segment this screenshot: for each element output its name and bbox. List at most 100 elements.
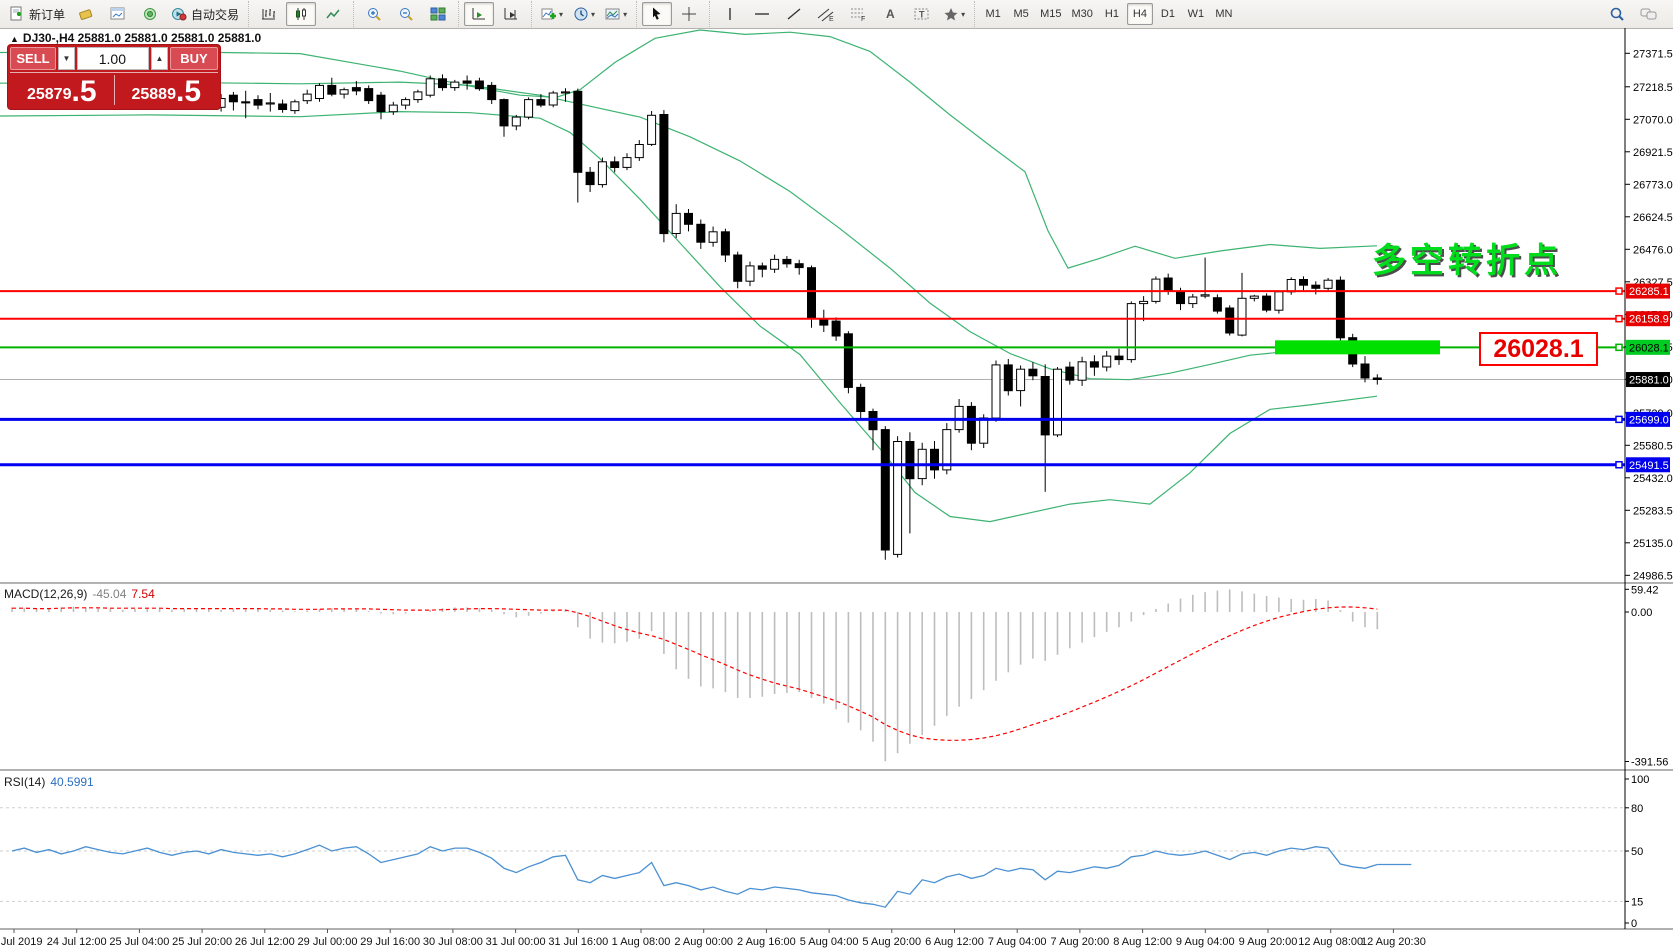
crosshair-icon bbox=[682, 7, 697, 21]
time-axis-label: 25 Jul 20:00 bbox=[172, 936, 232, 948]
new-order-icon bbox=[10, 6, 22, 21]
timeframe-mn-button[interactable]: MN bbox=[1211, 3, 1237, 25]
eraser-button[interactable] bbox=[71, 2, 101, 26]
candle bbox=[376, 94, 386, 113]
cursor-button[interactable] bbox=[642, 2, 673, 26]
rsi-axis-label: 50 bbox=[1631, 846, 1643, 858]
text-button[interactable]: A bbox=[875, 2, 905, 26]
macd-axis-label: 0.00 bbox=[1631, 607, 1652, 619]
trendline-button[interactable] bbox=[779, 2, 809, 26]
collapse-panel-icon[interactable]: ▲ bbox=[10, 34, 19, 44]
hline-marker[interactable] bbox=[1615, 461, 1623, 469]
buy-price[interactable]: 25889.5 bbox=[131, 75, 202, 108]
chevron-down-icon: ▾ bbox=[623, 9, 628, 19]
new-order-label: 新订单 bbox=[29, 7, 66, 22]
templates-button[interactable]: ▾ bbox=[601, 2, 631, 26]
timeframe-w1-button[interactable]: W1 bbox=[1183, 3, 1209, 25]
timeframe-h1-button[interactable]: H1 bbox=[1099, 3, 1125, 25]
volume-input[interactable]: 1.00 bbox=[77, 47, 149, 70]
timeframe-m1-button[interactable]: M1 bbox=[980, 3, 1006, 25]
timeframe-h4-button[interactable]: H4 bbox=[1126, 3, 1153, 25]
hline-marker[interactable] bbox=[1615, 314, 1623, 323]
price-axis-label: 24986.5 bbox=[1633, 570, 1673, 582]
autotrading-label: 自动交易 bbox=[191, 7, 240, 22]
text-label-button[interactable]: T bbox=[907, 2, 937, 26]
new-order-button[interactable]: 新订单 bbox=[5, 2, 69, 26]
candle bbox=[1126, 303, 1136, 361]
templates-icon bbox=[605, 8, 620, 20]
chart-area[interactable]: 59.42 0.00 -391.56 100 80 50 15 0 27371.5 27218.5… bbox=[0, 28, 1673, 950]
candle bbox=[265, 102, 275, 105]
macd-indicator-label: MACD(12,26,9) -45.04 7.54 bbox=[4, 587, 155, 601]
candle bbox=[1225, 307, 1235, 334]
toolbar: 新订单 bbox=[0, 0, 1673, 29]
chevron-down-icon: ▾ bbox=[591, 9, 596, 19]
chat-button[interactable] bbox=[1634, 2, 1664, 26]
tile-windows-button[interactable] bbox=[423, 2, 453, 26]
zoom-out-button[interactable] bbox=[391, 2, 421, 26]
chart-shift-button[interactable] bbox=[496, 2, 526, 26]
turning-point-annotation[interactable]: 多空转折点 bbox=[1372, 242, 1562, 280]
timeframe-m15-button[interactable]: M15 bbox=[1036, 3, 1065, 25]
candle bbox=[745, 265, 755, 282]
crosshair-button[interactable] bbox=[674, 2, 704, 26]
sound-alert-button[interactable] bbox=[135, 2, 165, 26]
periods-icon bbox=[574, 7, 588, 21]
hline-marker[interactable] bbox=[1615, 343, 1623, 352]
candle bbox=[979, 417, 989, 444]
zoom-in-button[interactable] bbox=[359, 2, 389, 26]
price-axis-label: 25580.5 bbox=[1633, 440, 1673, 452]
volume-up-button[interactable]: ▲ bbox=[151, 47, 168, 70]
svg-text:F: F bbox=[861, 16, 865, 22]
indicators-button[interactable]: ▾ bbox=[537, 2, 567, 26]
candle bbox=[450, 81, 460, 89]
vertical-line-button[interactable] bbox=[715, 2, 745, 26]
time-axis-label: 6 Aug 12:00 bbox=[925, 936, 984, 948]
vertical-line-icon bbox=[729, 8, 731, 20]
time-axis-label: 9 Aug 20:00 bbox=[1239, 936, 1298, 948]
autotrading-button[interactable]: 自动交易 bbox=[167, 2, 243, 26]
candle bbox=[401, 99, 411, 106]
timeframe-m5-button[interactable]: M5 bbox=[1008, 3, 1034, 25]
highlight-bar[interactable] bbox=[1275, 340, 1440, 355]
horizontal-line-icon bbox=[755, 13, 770, 15]
candlesticks bbox=[7, 74, 1382, 560]
rsi-axis-label: 0 bbox=[1631, 918, 1637, 930]
buy-button[interactable]: BUY bbox=[170, 47, 218, 70]
horizontal-line-button[interactable] bbox=[747, 2, 777, 26]
time-axis-label: 29 Jul 00:00 bbox=[298, 936, 358, 948]
candle bbox=[1237, 297, 1247, 336]
chart-autoscroll-icon bbox=[472, 8, 486, 20]
price-callout-box[interactable]: 26028.1 bbox=[1479, 332, 1598, 366]
hline-marker[interactable] bbox=[1615, 287, 1623, 295]
market-watch-button[interactable] bbox=[103, 2, 133, 26]
timeframe-d1-button[interactable]: D1 bbox=[1155, 3, 1181, 25]
fibonacci-button[interactable]: F bbox=[843, 2, 873, 26]
timeframe-m30-button[interactable]: M30 bbox=[1068, 3, 1097, 25]
sell-price[interactable]: 25879.5 bbox=[26, 75, 97, 108]
auto-scroll-button[interactable] bbox=[464, 2, 495, 26]
equidistant-channel-button[interactable]: E bbox=[811, 2, 841, 26]
search-button[interactable] bbox=[1602, 2, 1632, 26]
volume-down-button[interactable]: ▼ bbox=[58, 47, 75, 70]
hline-marker[interactable] bbox=[1615, 415, 1623, 424]
toolbar-group-trade: 新订单 bbox=[0, 1, 248, 27]
time-axis-label: 12 Aug 20:30 bbox=[1361, 936, 1426, 948]
sell-button[interactable]: SELL bbox=[10, 47, 56, 70]
candle bbox=[708, 231, 718, 243]
candle bbox=[634, 144, 644, 159]
line-chart-button[interactable] bbox=[318, 2, 348, 26]
toolbar-group-right bbox=[1597, 1, 1673, 27]
chat-icon bbox=[1640, 8, 1657, 20]
toolbar-group-timeframes: M1 M5 M15 M30 H1 H4 D1 W1 MN bbox=[974, 1, 1242, 27]
periods-button[interactable]: ▾ bbox=[569, 2, 599, 26]
candlestick-chart-button[interactable] bbox=[286, 2, 317, 26]
shapes-button[interactable]: ▾ bbox=[939, 2, 969, 26]
candle bbox=[438, 78, 447, 89]
bar-chart-button[interactable] bbox=[254, 2, 284, 26]
indicators-icon bbox=[541, 8, 557, 20]
candle bbox=[1139, 300, 1149, 305]
candle bbox=[585, 171, 595, 186]
rsi-axis-label: 15 bbox=[1631, 896, 1643, 908]
